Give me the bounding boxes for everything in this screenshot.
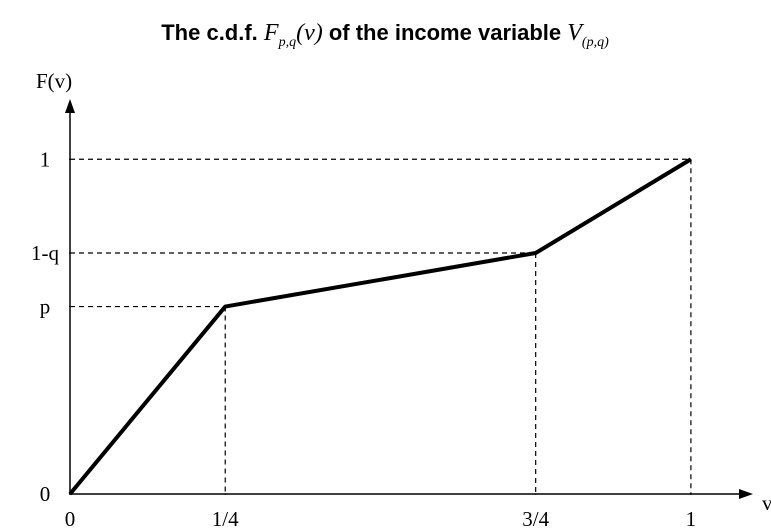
y-axis-label: F(v) (36, 69, 72, 93)
y-axis-arrow (65, 99, 75, 113)
x-axis-arrow (739, 489, 753, 499)
x-tick-label: 1/4 (212, 507, 239, 530)
x-tick-label: 1 (686, 507, 697, 530)
x-tick-label: 0 (65, 507, 76, 530)
y-tick-label: 1 (40, 147, 51, 171)
chart-title: The c.d.f. Fp,q(v) of the income variabl… (161, 20, 609, 50)
x-tick-label: 3/4 (522, 507, 549, 530)
x-axis-label: v (762, 491, 771, 515)
cdf-line (68, 157, 692, 496)
y-tick-label: 1-q (31, 241, 59, 265)
y-tick-label: p (40, 295, 51, 319)
y-tick-label: 0 (40, 482, 51, 506)
